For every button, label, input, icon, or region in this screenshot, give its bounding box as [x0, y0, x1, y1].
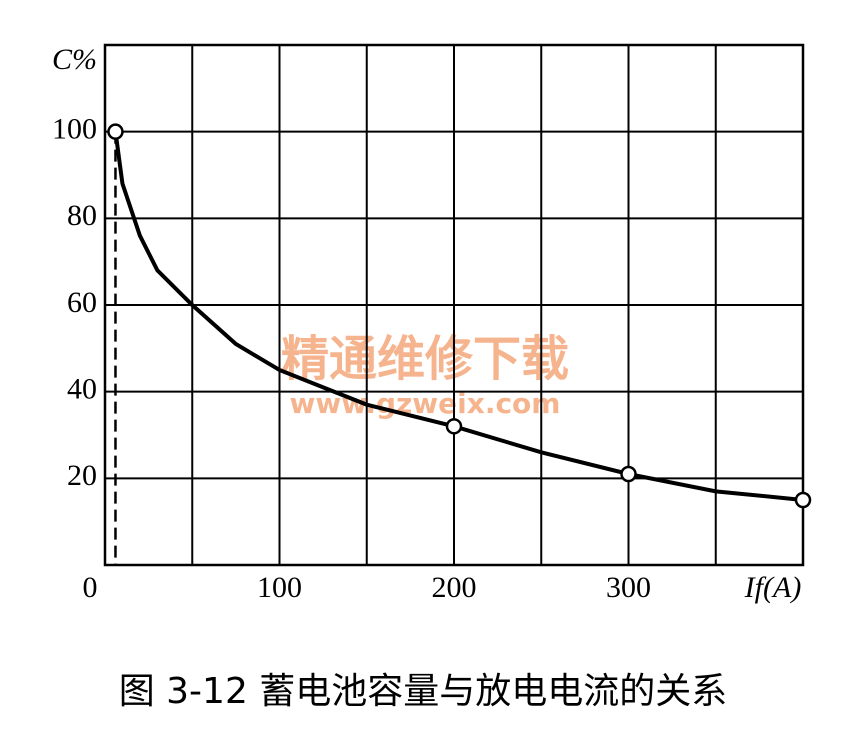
chart-title: 图 3-12 蓄电池容量与放电电流的关系 — [119, 671, 728, 712]
data-point — [445, 418, 463, 435]
data-point — [620, 465, 637, 483]
y-tick-label: 60 — [67, 286, 97, 319]
data-point — [794, 491, 812, 509]
x-tick-label: 300 — [606, 571, 651, 604]
y-axis-label: C% — [52, 43, 97, 76]
y-tick-label: 40 — [67, 373, 97, 406]
x-axis-label: If(A) — [744, 571, 802, 604]
curve — [113, 131, 804, 502]
y-tick-label: 100 — [52, 113, 97, 146]
x-tick-label: 0 — [83, 571, 98, 604]
watermark: 精通维修下载 — [281, 331, 569, 387]
data-point — [107, 123, 124, 140]
x-tick-label: 200 — [432, 571, 477, 604]
y-tick-label: 80 — [67, 199, 97, 232]
y-tick-label: 20 — [67, 459, 97, 492]
x-tick-label: 100 — [257, 571, 302, 604]
